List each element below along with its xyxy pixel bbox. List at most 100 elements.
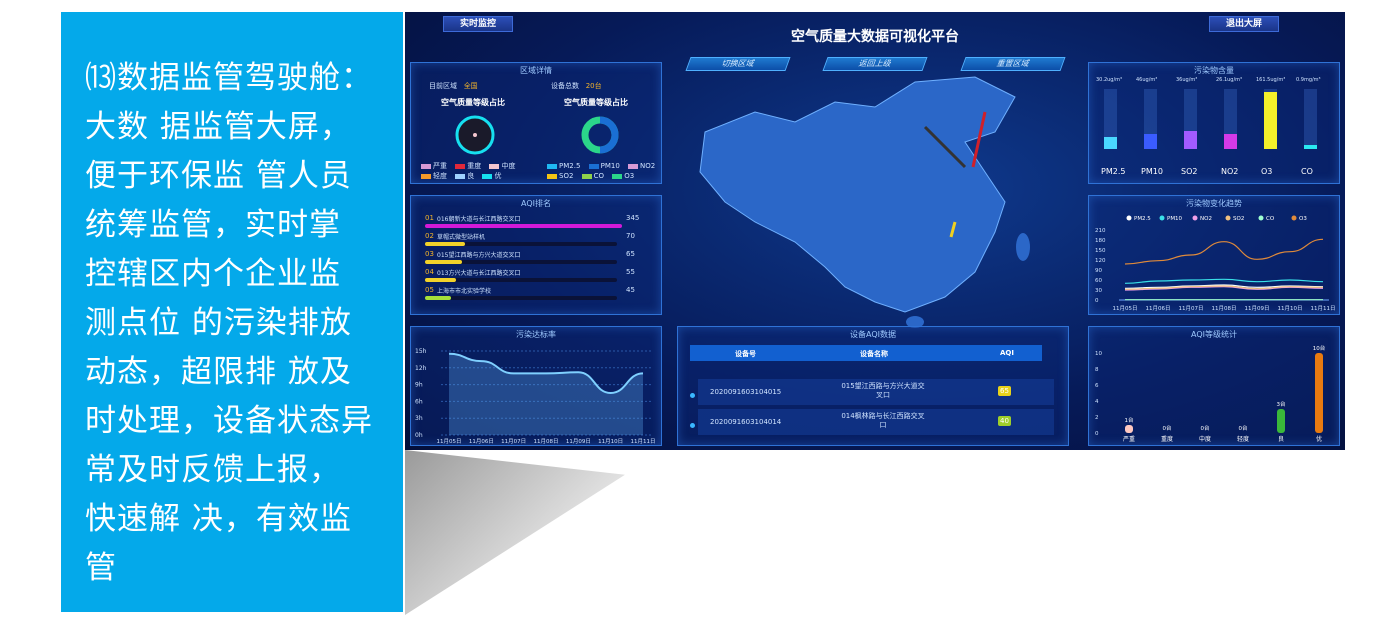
exit-fullscreen-button[interactable]: 退出大屏 bbox=[1209, 16, 1279, 32]
bar-label: 0台 bbox=[1163, 424, 1172, 432]
device-name: 015望江西路与方兴大道交叉口 bbox=[841, 382, 925, 399]
china-map[interactable] bbox=[685, 72, 1055, 332]
x-tick-label: 11月11日 bbox=[631, 438, 656, 445]
device-value: 20台 bbox=[585, 82, 602, 90]
rank-value: 45 bbox=[626, 286, 635, 294]
pollutant-trend-panel: 污染物变化趋势 PM2.5 PM10 NO2 SO2 CO O3 0 30 60 90 120 150… bbox=[1088, 195, 1340, 315]
y-tick-label: 210 bbox=[1095, 228, 1106, 234]
y-tick-label: 6 bbox=[1095, 383, 1099, 389]
legend-swatch bbox=[482, 173, 493, 179]
legend-label[interactable]: PM10 bbox=[1167, 216, 1183, 222]
rank-bar-track bbox=[425, 278, 617, 282]
chart1-title: 空气质量等级占比 bbox=[441, 98, 505, 107]
legend-item[interactable]: 严重 bbox=[415, 162, 447, 170]
legend-2: PM2.5 PM10 NO2 SO2 CO O3 bbox=[541, 161, 661, 181]
level-donut-2 bbox=[581, 116, 619, 154]
legend-item[interactable]: PM2.5 bbox=[541, 162, 580, 170]
legend-label: 严重 bbox=[433, 162, 447, 170]
switch-region-button[interactable]: 切换区域 bbox=[685, 57, 791, 71]
rank-value: 65 bbox=[626, 250, 635, 258]
category-label: 严重 bbox=[1123, 435, 1135, 443]
legend-label[interactable]: NO2 bbox=[1200, 216, 1212, 222]
category-label: 良 bbox=[1278, 435, 1284, 443]
legend-item[interactable]: SO2 bbox=[541, 172, 573, 180]
y-tick-label: 8 bbox=[1095, 367, 1099, 373]
y-tick-label: 15h bbox=[415, 348, 427, 355]
y-tick-label: 0 bbox=[1095, 431, 1099, 437]
legend-1: 严重 重度 中度 轻度 良 优 bbox=[415, 161, 535, 181]
bar-label: 1台 bbox=[1125, 416, 1134, 424]
back-button[interactable]: 返回上级 bbox=[822, 57, 928, 71]
panel-title: 污染达标率 bbox=[516, 330, 556, 339]
pollutant-name: PM2.5 bbox=[1101, 167, 1126, 176]
legend-label[interactable]: O3 bbox=[1299, 216, 1307, 222]
bar bbox=[1125, 425, 1133, 433]
rank-value: 345 bbox=[626, 214, 640, 222]
realtime-button[interactable]: 实时监控 bbox=[443, 16, 513, 32]
header-aqi: AQI bbox=[1000, 349, 1014, 357]
x-tick-label: 11月11日 bbox=[1311, 305, 1336, 312]
series-line bbox=[1124, 286, 1324, 291]
legend-marker bbox=[1258, 215, 1264, 221]
rank-value: 70 bbox=[626, 232, 635, 240]
x-tick-label: 11月06日 bbox=[1146, 305, 1171, 312]
rank-name: 上海市市北实验学校 bbox=[437, 288, 492, 295]
y-tick-label: 10 bbox=[1095, 351, 1102, 357]
reset-region-button[interactable]: 重置区域 bbox=[960, 57, 1066, 71]
pollutant-bar bbox=[1224, 134, 1237, 149]
rank-number: 05 bbox=[425, 286, 434, 294]
pollutant-trend-chart: PM2.5 PM10 NO2 SO2 CO O3 0 30 60 90 120 150 180 210 11… bbox=[1095, 215, 1336, 312]
y-tick-label: 120 bbox=[1095, 258, 1106, 264]
row-dot-icon bbox=[690, 423, 695, 428]
dashboard-screenshot: 实时监控 退出大屏 空气质量大数据可视化平台 切换区域 返回上级 重置区域 区域… bbox=[405, 12, 1345, 450]
legend-item[interactable]: O3 bbox=[606, 172, 634, 180]
legend-marker bbox=[1126, 215, 1132, 221]
legend-item[interactable]: 优 bbox=[476, 172, 501, 180]
legend-label[interactable]: PM2.5 bbox=[1134, 216, 1151, 222]
legend-item[interactable]: 中度 bbox=[483, 162, 515, 170]
y-tick-label: 60 bbox=[1095, 278, 1102, 284]
table-row[interactable]: 2020091603104015 015望江西路与方兴大道交叉口 65 bbox=[690, 379, 1054, 405]
aqi-rank-panel: AQI排名 01 016朝新大道与长江西路交叉口 345 02 草帽式微型站样机 70 03… bbox=[410, 195, 662, 315]
region-label: 目前区域 bbox=[429, 82, 457, 90]
pollutant-name: PM10 bbox=[1141, 167, 1163, 176]
rank-name: 016朝新大道与长江西路交叉口 bbox=[437, 216, 521, 223]
y-tick-label: 9h bbox=[415, 382, 423, 389]
legend-label[interactable]: CO bbox=[1266, 216, 1275, 222]
pollutant-value: 46ug/m³ bbox=[1136, 77, 1158, 83]
legend-label: CO bbox=[593, 172, 605, 180]
category-label: 中度 bbox=[1199, 435, 1211, 443]
legend-label: SO2 bbox=[559, 172, 574, 180]
bar-label: 0台 bbox=[1239, 424, 1248, 432]
series-line bbox=[1124, 278, 1324, 284]
chart2-title: 空气质量等级占比 bbox=[564, 98, 628, 107]
pollutant-name: NO2 bbox=[1221, 167, 1239, 176]
table-row[interactable]: 2020091603104014 014枫林路与长江西路交叉口 40 bbox=[690, 409, 1054, 435]
rank-number: 04 bbox=[425, 268, 434, 276]
y-tick-label: 90 bbox=[1095, 268, 1102, 274]
legend-swatch bbox=[581, 173, 592, 179]
legend-label[interactable]: SO2 bbox=[1233, 216, 1244, 222]
legend-item[interactable]: 良 bbox=[449, 172, 474, 180]
rank-bar-track bbox=[425, 260, 617, 264]
bar bbox=[1277, 409, 1285, 433]
panel-title: 区域详情 bbox=[520, 66, 552, 75]
device-id: 2020091603104014 bbox=[710, 418, 782, 426]
x-tick-label: 11月09日 bbox=[1245, 305, 1270, 312]
legend-item[interactable]: 重度 bbox=[449, 162, 481, 170]
legend-item[interactable]: PM10 bbox=[583, 162, 620, 170]
rank-number: 01 bbox=[425, 214, 434, 222]
legend-item[interactable]: 轻度 bbox=[415, 172, 447, 180]
panel-title: 污染物含量 bbox=[1194, 66, 1234, 75]
legend-item[interactable]: NO2 bbox=[622, 162, 655, 170]
legend-item[interactable]: CO bbox=[576, 172, 604, 180]
x-tick-label: 11月10日 bbox=[1278, 305, 1303, 312]
y-tick-label: 2 bbox=[1095, 415, 1099, 421]
legend-swatch bbox=[489, 163, 500, 169]
pollutant-content-panel: 污染物含量 30.2ug/m³ PM2.5 46ug/m³ PM10 36ug/m³ SO… bbox=[1088, 62, 1340, 184]
rank-name: 015望江西路与方兴大道交叉口 bbox=[437, 252, 521, 259]
category-label: 优 bbox=[1316, 435, 1322, 443]
aqi-badge: 40 bbox=[998, 416, 1011, 426]
rank-bar bbox=[425, 242, 465, 246]
legend-label: 优 bbox=[494, 172, 502, 180]
